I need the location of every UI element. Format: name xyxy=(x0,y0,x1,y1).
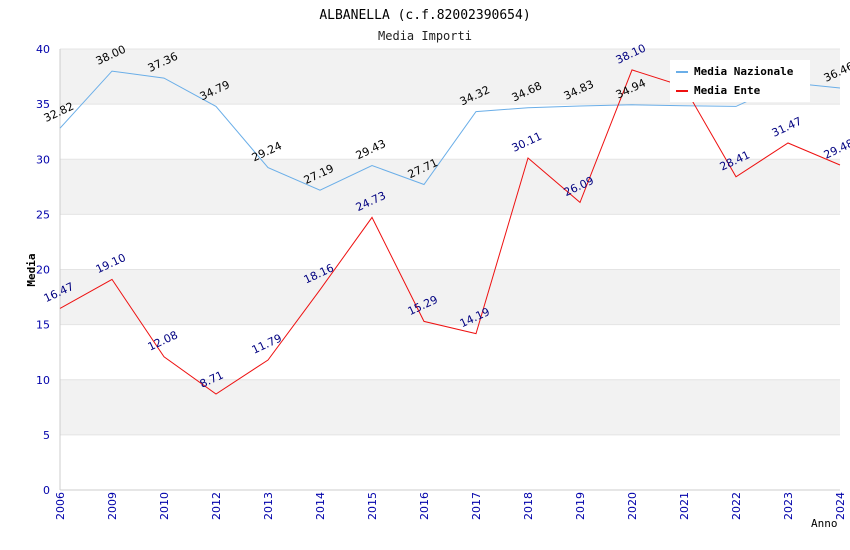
x-tick-label: 2015 xyxy=(366,492,379,520)
y-tick-label: 30 xyxy=(36,153,50,166)
y-tick-labels: 0 5 10 15 20 25 30 35 40 xyxy=(36,43,50,497)
gridlines xyxy=(60,48,840,491)
x-tick-label: 2022 xyxy=(730,492,743,520)
series-line-media-ente xyxy=(59,69,841,395)
x-tick-label: 2006 xyxy=(54,492,67,520)
y-tick-label: 20 xyxy=(36,264,50,277)
plot-band xyxy=(60,269,840,325)
legend: Media Nazionale Media Ente xyxy=(670,60,810,102)
legend-label-media-nazionale: Media Nazionale xyxy=(694,65,794,78)
legend-label-media-ente: Media Ente xyxy=(694,84,761,97)
y-tick-label: 0 xyxy=(43,484,50,497)
y-tick-label: 25 xyxy=(36,208,50,221)
x-tick-label: 2021 xyxy=(678,492,691,520)
x-tick-label: 2018 xyxy=(522,492,535,520)
plot-band xyxy=(60,159,840,215)
y-tick-label: 35 xyxy=(36,98,50,111)
y-tick-label: 15 xyxy=(36,319,50,332)
x-tick-label: 2010 xyxy=(158,492,171,520)
series-lines xyxy=(59,69,841,395)
x-tick-label: 2016 xyxy=(418,492,431,520)
series-line-media-nazionale xyxy=(59,70,841,191)
x-tick-label: 2019 xyxy=(574,492,587,520)
y-axis-label: Media xyxy=(25,253,38,286)
y-tick-label: 40 xyxy=(36,43,50,56)
x-axis-label: Anno xyxy=(811,517,838,530)
x-tick-label: 2024 xyxy=(834,492,847,520)
chart-title: ALBANELLA (c.f.82002390654) xyxy=(319,8,530,23)
y-tick-label: 5 xyxy=(43,429,50,442)
x-tick-label: 2012 xyxy=(210,492,223,520)
x-tick-label: 2023 xyxy=(782,492,795,520)
x-tick-label: 2014 xyxy=(314,492,327,520)
x-tick-label: 2013 xyxy=(262,492,275,520)
x-tick-label: 2020 xyxy=(626,492,639,520)
chart-subtitle: Media Importi xyxy=(378,29,472,43)
legend-box xyxy=(670,60,810,102)
plot-band xyxy=(60,379,840,435)
x-tick-label: 2017 xyxy=(470,492,483,520)
x-tick-labels: 2006 2009 2010 2012 2013 2014 2015 2016 2017 2018… xyxy=(54,492,847,520)
y-tick-label: 10 xyxy=(36,374,50,387)
x-tick-label: 2009 xyxy=(106,492,119,520)
